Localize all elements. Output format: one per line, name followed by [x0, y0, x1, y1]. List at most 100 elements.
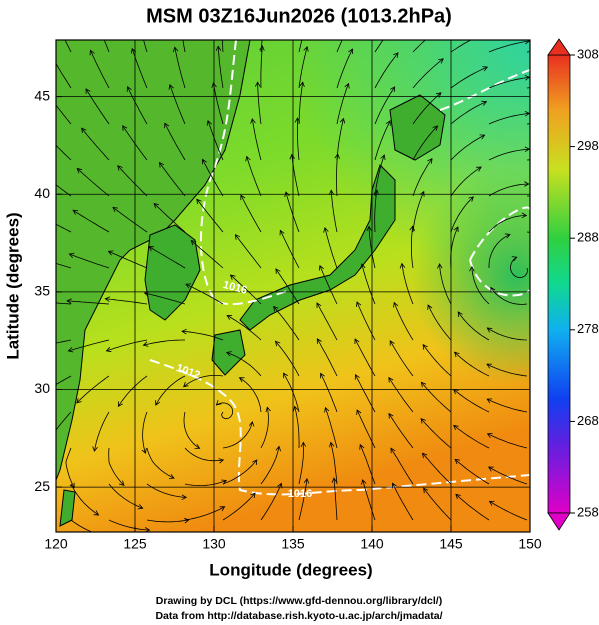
- streamline-arrow: [69, 482, 75, 489]
- streamline: [422, 344, 452, 377]
- streamline-arrow: [390, 447, 396, 454]
- streamline: [56, 104, 72, 125]
- streamline: [64, 40, 72, 53]
- streamline-arrow: [34, 212, 39, 216]
- streamline-arrow: [299, 81, 305, 88]
- x-tick-label: 150: [518, 536, 542, 552]
- streamline: [56, 144, 72, 161]
- streamline: [412, 58, 444, 89]
- streamline: [226, 352, 262, 377]
- streamline-arrow: [423, 487, 429, 494]
- streamline-arrow: [141, 448, 147, 454]
- colorbar-label: 288: [577, 230, 599, 245]
- streamline-arrow: [469, 265, 475, 272]
- streamline-arrow: [521, 212, 528, 219]
- streamline-arrow: [455, 493, 461, 500]
- streamline: [235, 234, 262, 269]
- streamline: [487, 433, 528, 449]
- streamline-arrow: [339, 117, 346, 124]
- streamline-arrow: [354, 374, 360, 380]
- streamline: [56, 184, 72, 197]
- streamline-arrow: [427, 304, 433, 310]
- streamline-arrow: [487, 466, 494, 472]
- streamline-arrow: [476, 166, 482, 172]
- streamline: [146, 519, 189, 523]
- grid: [56, 40, 530, 532]
- streamline: [319, 265, 338, 305]
- streamline-arrow: [479, 134, 486, 140]
- streamline-arrow: [524, 181, 530, 187]
- y-tick-label: 25: [34, 478, 50, 494]
- streamline: [67, 300, 110, 305]
- streamline: [450, 134, 485, 161]
- streamline-arrow: [388, 412, 394, 419]
- streamline: [70, 519, 93, 532]
- streamline: [56, 262, 72, 269]
- streamline: [420, 418, 452, 449]
- streamline: [487, 398, 528, 413]
- credit: Data from http://database.rish.kyoto-u.a…: [155, 610, 442, 622]
- streamline-arrow: [76, 167, 83, 174]
- streamline-arrow: [94, 13, 99, 18]
- streamline-arrow: [421, 452, 428, 459]
- colorbar-label: 308: [577, 46, 599, 61]
- x-tick-label: 125: [123, 536, 147, 552]
- streamline-arrow: [427, 158, 433, 164]
- streamline: [106, 339, 148, 352]
- x-tick-label: 130: [202, 536, 226, 552]
- x-axis-label: Longitude (degrees): [209, 560, 372, 579]
- streamline: [72, 209, 110, 233]
- streamline: [401, 263, 414, 305]
- streamline-arrow: [104, 296, 111, 302]
- streamline: [56, 411, 72, 431]
- streamline: [56, 375, 72, 385]
- streamline-arrow: [250, 492, 256, 499]
- streamline: [488, 148, 530, 161]
- streamline-arrow: [356, 301, 362, 308]
- streamline: [142, 411, 148, 454]
- streamline: [471, 266, 490, 305]
- streamline: [164, 123, 186, 161]
- streamline-arrow: [361, 479, 367, 485]
- streamline-arrow: [159, 161, 165, 168]
- streamline-arrow: [486, 327, 493, 333]
- streamline-arrow: [172, 46, 179, 53]
- streamline: [143, 339, 185, 346]
- streamline: [275, 341, 300, 377]
- x-tick-label: 120: [44, 536, 68, 552]
- streamline: [56, 302, 72, 305]
- streamline: [412, 40, 426, 53]
- streamline-arrow: [38, 171, 43, 176]
- streamline-arrow: [486, 398, 493, 404]
- streamline: [221, 40, 224, 53]
- streamline-arrow: [185, 283, 192, 289]
- streamline-arrow: [126, 86, 132, 92]
- streamline: [453, 425, 490, 449]
- colorbar-label: 268: [577, 413, 599, 428]
- streamline-arrow: [155, 400, 161, 406]
- axes: 120 125 130 135 140 145 150 25 30 35 40 45: [34, 87, 541, 551]
- streamline: [273, 306, 300, 341]
- streamline: [388, 413, 414, 449]
- streamline-arrow: [183, 381, 189, 388]
- streamline-arrow: [316, 338, 322, 344]
- streamline: [486, 363, 528, 377]
- streamline: [298, 478, 308, 521]
- streamline: [421, 382, 452, 413]
- streamline-arrow: [105, 346, 112, 353]
- streamline: [316, 302, 338, 341]
- streamline: [488, 40, 530, 53]
- streamline-arrow: [391, 482, 397, 489]
- streamline: [260, 40, 263, 53]
- streamline: [76, 168, 110, 197]
- streamline: [94, 411, 110, 452]
- streamline-arrow: [107, 250, 114, 256]
- streamline-arrow: [89, 49, 95, 56]
- colorbar-label: 278: [577, 321, 599, 336]
- streamline: [212, 83, 224, 125]
- streamline: [148, 246, 186, 269]
- streamline: [108, 250, 148, 269]
- streamline-arrow: [29, 298, 34, 303]
- streamline: [488, 113, 530, 125]
